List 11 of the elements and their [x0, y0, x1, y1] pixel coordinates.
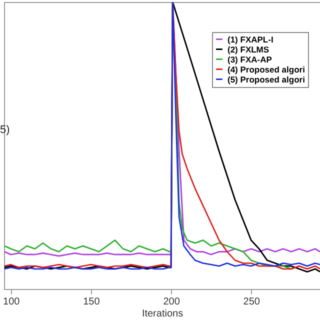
x-tick-label: 250 — [243, 296, 260, 308]
annotation: 5) — [0, 124, 10, 136]
x-tick-label: 100 — [3, 296, 20, 308]
legend-label: (1) FXAPL-I — [228, 34, 274, 44]
legend-label: (5) Proposed algori — [228, 74, 305, 84]
legend-label: (4) Proposed algori — [228, 64, 305, 74]
x-tick-label: 150 — [83, 296, 100, 308]
x-tick-label: 200 — [163, 296, 180, 308]
x-axis-title: Iterations — [142, 308, 184, 320]
legend-label: (2) FXLMS — [228, 44, 270, 54]
legend-label: (3) FXA-AP — [228, 54, 272, 64]
